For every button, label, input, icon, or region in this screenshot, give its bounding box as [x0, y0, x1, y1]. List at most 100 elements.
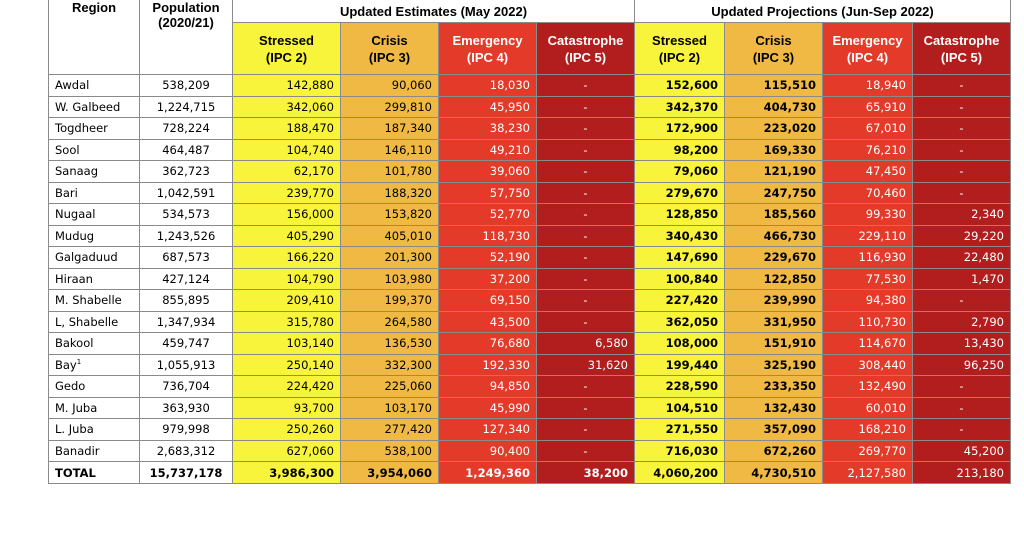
proj-stressed-cell: 172,900	[634, 117, 725, 140]
region-name: Gedo	[55, 379, 86, 394]
population-cell: 459,747	[139, 332, 233, 355]
table-row: Togdheer 728,224 188,470 187,340 38,230-172,…	[48, 117, 1011, 140]
est-stressed-cell: 188,470	[232, 117, 341, 140]
est-catastrophe-cell: -	[536, 246, 635, 269]
population-cell: 687,573	[139, 246, 233, 269]
est-emergency-cell: 76,680	[438, 332, 537, 355]
population-cell: 1,224,715	[139, 95, 233, 118]
population-cell: 2,683,312	[139, 439, 233, 462]
proj-crisis-cell: 223,020	[724, 117, 823, 140]
table-row: Banadir 2,683,312 627,060 538,100 90,400-716…	[48, 439, 1011, 462]
proj-emergency-cell: 76,210	[822, 138, 913, 161]
proj-stressed-cell: 152,600	[634, 74, 725, 97]
proj-emergency-header: Emergency (IPC 4)	[822, 22, 913, 75]
est-crisis-cell: 199,370	[340, 289, 439, 312]
est-emergency-header: Emergency (IPC 4)	[438, 22, 537, 75]
region-name: Sanaag	[55, 164, 99, 179]
est-stressed-cell: 315,780	[232, 310, 341, 333]
region-name: W. Galbeed	[55, 99, 121, 114]
est-catastrophe-cell: -	[536, 203, 635, 226]
proj-emergency-cell: 229,110	[822, 224, 913, 247]
population-cell: 1,347,934	[139, 310, 233, 333]
proj-catastrophe-cell: -	[912, 95, 1011, 118]
est-emergency-cell: 52,770	[438, 203, 537, 226]
est-stressed-cell: 104,790	[232, 267, 341, 290]
table-row: M. Shabelle 855,895 209,410 199,370 69,150-2…	[48, 289, 1011, 312]
proj-crisis-cell: 185,560	[724, 203, 823, 226]
proj-stressed-cell: 4,060,200	[634, 461, 725, 484]
proj-emergency-cell: 2,127,580	[822, 461, 913, 484]
region-cell: Togdheer	[48, 117, 140, 140]
est-emergency-cell: 43,500	[438, 310, 537, 333]
proj-crisis-cell: 169,330	[724, 138, 823, 161]
proj-stressed-cell: 362,050	[634, 310, 725, 333]
proj-emergency-cell: 60,010	[822, 396, 913, 419]
est-stressed-cell: 239,770	[232, 181, 341, 204]
proj-stressed-cell: 340,430	[634, 224, 725, 247]
population-cell: 538,209	[139, 74, 233, 97]
population-cell: 1,055,913	[139, 353, 233, 376]
proj-catastrophe-cell: 2,790	[912, 310, 1011, 333]
proj-stressed-cell: 228,590	[634, 375, 725, 398]
est-catastrophe-cell: -	[536, 310, 635, 333]
population-cell: 362,723	[139, 160, 233, 183]
region-cell: Sool	[48, 138, 140, 161]
table-row: L. Juba 979,998 250,260 277,420 127,340-271,…	[48, 418, 1011, 441]
proj-catastrophe-cell: -	[912, 74, 1011, 97]
est-crisis-cell: 201,300	[340, 246, 439, 269]
region-cell: Gedo	[48, 375, 140, 398]
footnote-marker: 1	[76, 357, 82, 366]
proj-catastrophe-cell: -	[912, 418, 1011, 441]
region-name: Galgaduud	[55, 250, 118, 265]
est-emergency-cell: 37,200	[438, 267, 537, 290]
proj-crisis-cell: 132,430	[724, 396, 823, 419]
proj-emergency-cell: 110,730	[822, 310, 913, 333]
proj-stressed-cell: 227,420	[634, 289, 725, 312]
region-name: Awdal	[55, 78, 90, 93]
proj-emergency-cell: 308,440	[822, 353, 913, 376]
proj-catastrophe-cell: 213,180	[912, 461, 1011, 484]
table-row: Mudug 1,243,526 405,290 405,010 118,730-340,…	[48, 224, 1011, 247]
proj-stressed-cell: 199,440	[634, 353, 725, 376]
region-cell: M. Juba	[48, 396, 140, 419]
est-catastrophe-cell: -	[536, 396, 635, 419]
proj-catastrophe-cell: -	[912, 181, 1011, 204]
est-crisis-cell: 277,420	[340, 418, 439, 441]
proj-crisis-cell: 122,850	[724, 267, 823, 290]
proj-catastrophe-cell: 13,430	[912, 332, 1011, 355]
est-emergency-cell: 192,330	[438, 353, 537, 376]
population-cell: 979,998	[139, 418, 233, 441]
region-header: Region	[48, 0, 140, 75]
table-row: Sanaag 362,723 62,170 101,780 39,060-79,060 1…	[48, 160, 1011, 183]
est-stressed-cell: 156,000	[232, 203, 341, 226]
region-cell: W. Galbeed	[48, 95, 140, 118]
region-cell: L. Juba	[48, 418, 140, 441]
region-name: Togdheer	[55, 121, 108, 136]
proj-emergency-cell: 94,380	[822, 289, 913, 312]
proj-emergency-cell: 67,010	[822, 117, 913, 140]
population-cell: 1,243,526	[139, 224, 233, 247]
population-cell: 427,124	[139, 267, 233, 290]
proj-stressed-cell: 271,550	[634, 418, 725, 441]
region-cell: Awdal	[48, 74, 140, 97]
proj-emergency-cell: 65,910	[822, 95, 913, 118]
region-cell: Bay1	[48, 353, 140, 376]
proj-stressed-cell: 128,850	[634, 203, 725, 226]
est-stressed-cell: 62,170	[232, 160, 341, 183]
region-name: Sool	[55, 142, 80, 157]
region-cell: Bari	[48, 181, 140, 204]
table-row: Hiraan 427,124 104,790 103,980 37,200-100,84…	[48, 267, 1011, 290]
proj-catastrophe-cell: -	[912, 375, 1011, 398]
region-cell: Nugaal	[48, 203, 140, 226]
proj-crisis-cell: 239,990	[724, 289, 823, 312]
proj-crisis-cell: 672,260	[724, 439, 823, 462]
est-emergency-cell: 39,060	[438, 160, 537, 183]
est-stressed-header: Stressed (IPC 2)	[232, 22, 341, 75]
proj-crisis-cell: 247,750	[724, 181, 823, 204]
region-name: M. Juba	[55, 400, 98, 415]
proj-emergency-cell: 132,490	[822, 375, 913, 398]
est-catastrophe-cell: -	[536, 267, 635, 290]
proj-catastrophe-cell: 2,340	[912, 203, 1011, 226]
est-crisis-cell: 264,580	[340, 310, 439, 333]
proj-emergency-cell: 114,670	[822, 332, 913, 355]
